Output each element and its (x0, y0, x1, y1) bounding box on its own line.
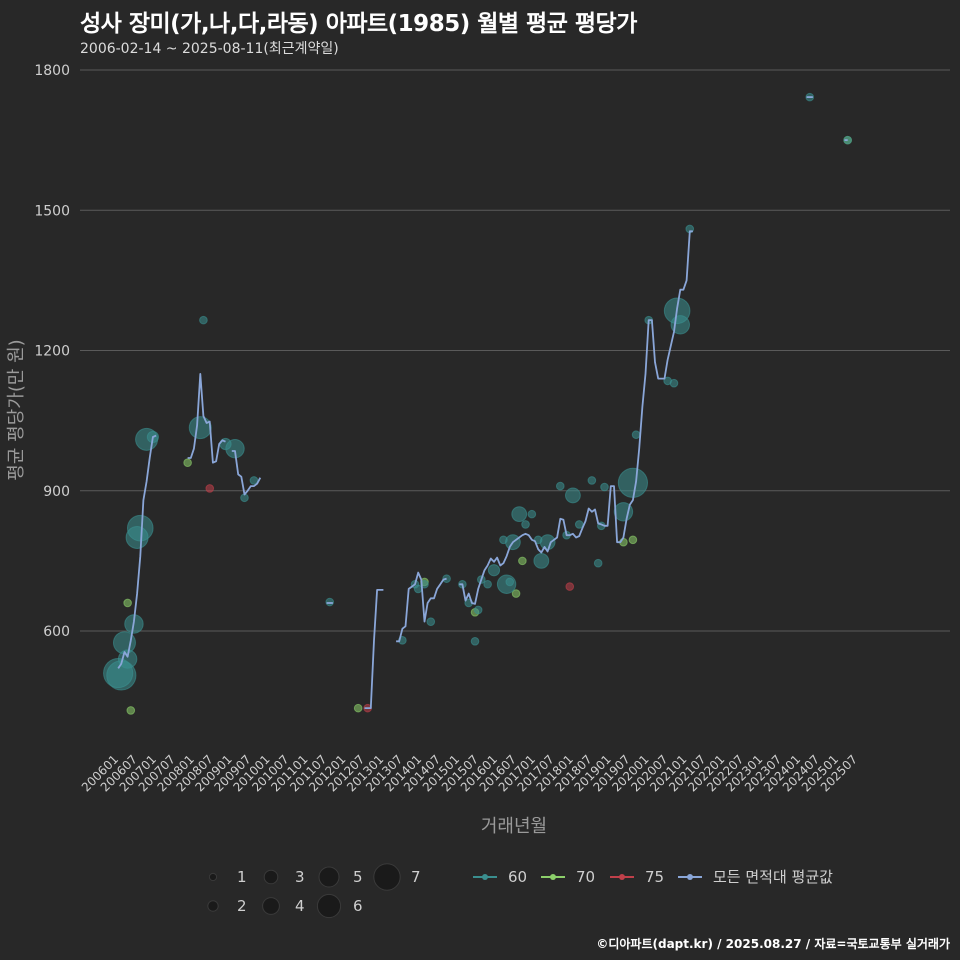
y-tick-label: 900 (43, 484, 70, 500)
size-legend-label: 5 (353, 868, 363, 886)
point-60 (225, 438, 245, 459)
series-legend-label: 모든 면적대 평균값 (713, 868, 833, 886)
average-line (117, 96, 848, 709)
point-60 (533, 552, 550, 569)
point-75 (565, 582, 575, 591)
point-60 (505, 577, 515, 587)
point-60 (565, 487, 581, 504)
y-axis-label: 평균 평당가(만 원) (6, 339, 27, 480)
chart-title: 성사 장미(가,나,다,라동) 아파트(1985) 월별 평균 평당가 (80, 11, 637, 37)
series-legend-dot (482, 874, 488, 880)
size-legend-label: 2 (237, 897, 247, 915)
footer-source: ©디아파트(dapt.kr) / 2025.08.27 / 자료=국토교통부 실… (596, 937, 950, 951)
point-70 (123, 598, 132, 608)
series-legend-dot (619, 874, 625, 880)
y-tick-labels: 600 900 1200 1500 1800 (34, 63, 70, 640)
point-60 (426, 617, 436, 626)
series-legend-dot (550, 874, 556, 880)
point-60 (325, 597, 335, 607)
size-legend-key (262, 897, 280, 915)
point-60 (483, 579, 492, 589)
size-legend-key (318, 866, 340, 888)
size-legend-label: 3 (295, 868, 305, 886)
point-70 (353, 703, 363, 713)
size-legend-label: 6 (353, 897, 363, 915)
point-60 (473, 605, 483, 615)
average-line-segment (187, 373, 226, 464)
series-legend-label: 70 (576, 868, 595, 886)
series-legend-label: 60 (508, 868, 527, 886)
point-60 (669, 378, 679, 388)
point-60 (631, 430, 641, 439)
series-legend: 60 70 75 모든 면적대 평균값 (473, 868, 833, 886)
size-legend-label: 1 (237, 868, 247, 886)
average-line-segment (396, 571, 447, 643)
point-60 (521, 520, 530, 529)
average-line-segment (364, 589, 384, 709)
point-70 (511, 589, 521, 598)
size-legend-key (207, 900, 219, 912)
size-legend-key (263, 869, 279, 885)
y-tick-label: 600 (43, 624, 70, 640)
chart-subtitle: 2006-02-14 ~ 2025-08-11(최근계약일) (80, 41, 339, 57)
size-legend-key (373, 863, 401, 891)
point-60 (511, 506, 528, 523)
y-tick-label: 1500 (34, 203, 70, 219)
x-tick-labels: 2006012006072007012007072008012008072009… (79, 752, 860, 794)
size-legend-key (208, 872, 218, 882)
x-axis-label: 거래년월 (481, 816, 547, 837)
point-60 (587, 476, 597, 485)
series-legend-label: 75 (645, 868, 664, 886)
series-70-points (123, 135, 852, 715)
average-line-segment (117, 434, 157, 669)
point-60 (249, 476, 259, 485)
point-70 (183, 458, 192, 468)
point-60 (617, 467, 649, 498)
point-75 (205, 484, 215, 493)
point-70 (628, 535, 638, 545)
point-60 (487, 564, 501, 577)
average-line-segment (231, 450, 262, 496)
point-60 (199, 315, 208, 325)
y-tick-label: 1200 (34, 344, 70, 360)
point-60 (600, 482, 609, 492)
point-60 (527, 509, 537, 519)
point-70 (518, 556, 527, 566)
average-line-segment (459, 230, 693, 605)
size-legend: 1 2 3 4 5 6 7 (207, 863, 421, 919)
point-60 (593, 558, 603, 568)
point-60 (555, 481, 565, 491)
point-60 (126, 514, 154, 542)
size-legend-label: 7 (411, 868, 421, 886)
size-legend-label: 4 (295, 897, 305, 915)
point-60 (470, 636, 480, 646)
series-legend-dot (687, 874, 693, 880)
grid-lines (80, 69, 950, 632)
point-60 (539, 534, 556, 551)
y-tick-label: 1800 (34, 63, 70, 79)
size-legend-key (316, 893, 342, 919)
series-60-points (103, 92, 852, 691)
point-60 (574, 520, 584, 529)
point-70 (126, 706, 136, 715)
point-60 (188, 416, 212, 440)
